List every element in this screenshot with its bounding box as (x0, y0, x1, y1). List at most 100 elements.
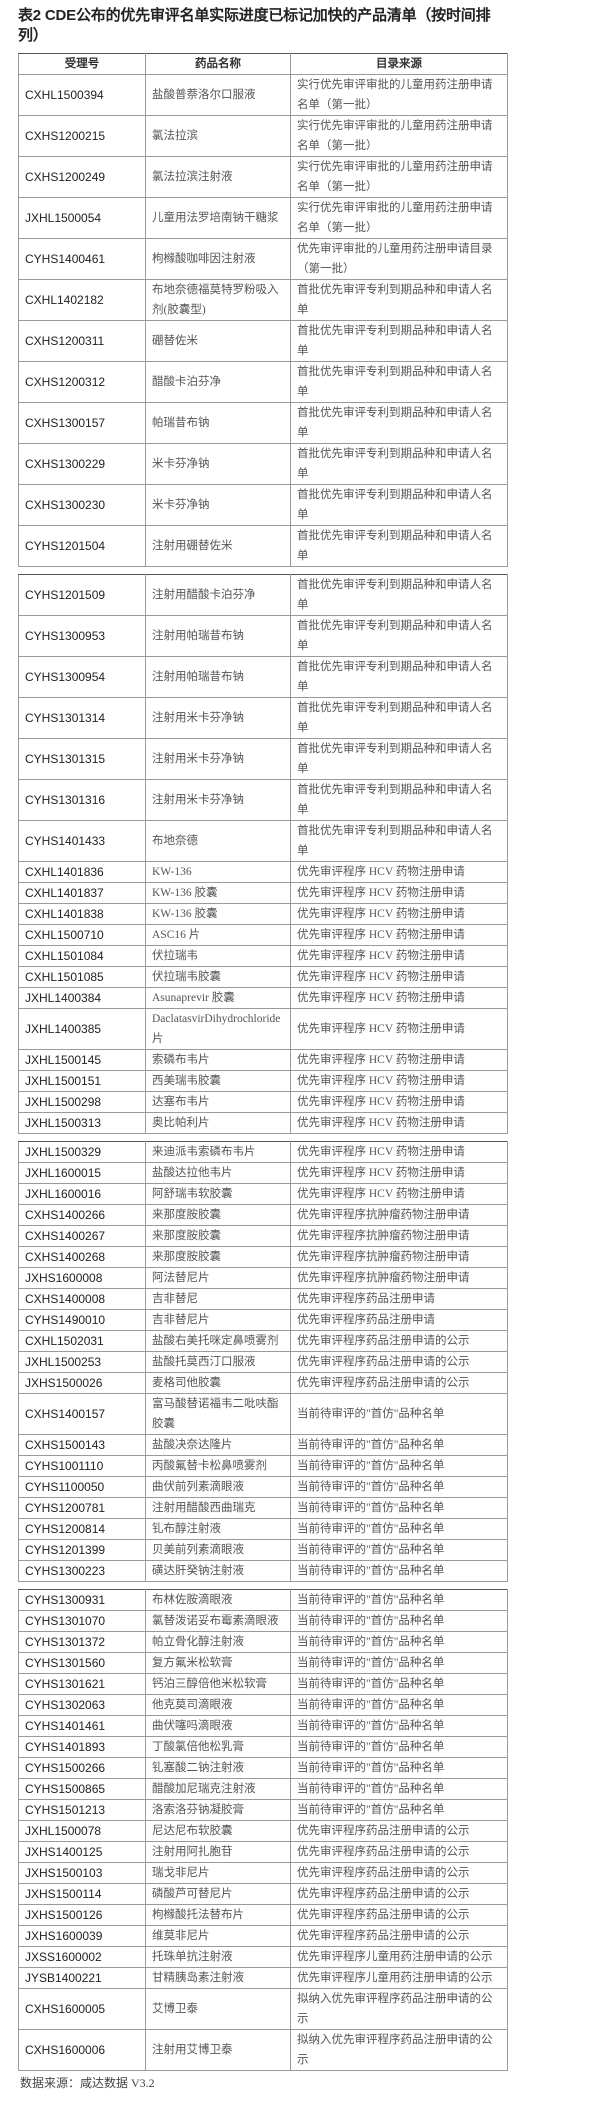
drug-name-cell: 注射用帕瑞昔布钠 (145, 656, 291, 698)
application-number-cell: CYHS1200781 (18, 1497, 146, 1519)
table-row: CYHS1302063 他克莫司滴眼液 当前待审评的"首仿"品种名单 (18, 1694, 508, 1716)
application-number-cell: CXHS1400008 (18, 1288, 146, 1310)
list-source-cell: 优先审评程序药品注册申请 (290, 1309, 508, 1331)
list-source-cell: 当前待审评的"首仿"品种名单 (290, 1393, 508, 1435)
table-row: JXHL1400385 DaclatasvirDihydrochloride 片优… (18, 1008, 508, 1050)
table-row: JXSS1600002 托珠单抗注射液 优先审评程序儿童用药注册申请的公示 (18, 1946, 508, 1968)
list-source-cell: 优先审评程序药品注册申请 (290, 1288, 508, 1310)
table-row: JXHS1600039 维莫非尼片 优先审评程序药品注册申请的公示 (18, 1925, 508, 1947)
table-row: CXHS1200215 氯法拉滨 实行优先审评审批的儿童用药注册申请名单（第一批） (18, 115, 508, 157)
drug-name-cell: 帕立骨化醇注射液 (145, 1631, 291, 1653)
list-source-cell: 优先审评程序 HCV 药物注册申请 (290, 945, 508, 967)
drug-name-cell: 来那度胺胶囊 (145, 1204, 291, 1226)
table-row: JXHS1500114 磷酸芦可替尼片 优先审评程序药品注册申请的公示 (18, 1883, 508, 1905)
application-number-cell: JXHS1500126 (18, 1904, 146, 1926)
drug-name-cell: DaclatasvirDihydrochloride 片 (145, 1008, 291, 1050)
drug-name-cell: 注射用米卡芬净钠 (145, 779, 291, 821)
table-row: CYHS1201509 注射用醋酸卡泊芬净 首批优先审评专利到期品种和申请人名单 (18, 574, 508, 616)
application-number-cell: CYHS1301372 (18, 1631, 146, 1653)
table-title: 表2 CDE公布的优先审评名单实际进度已标记加快的产品清单（按时间排列） (18, 7, 491, 44)
drug-name-cell: 复方氟米松软膏 (145, 1652, 291, 1674)
drug-name-cell: 布地奈德福莫特罗粉吸入剂(胶囊型) (145, 279, 291, 321)
list-source-cell: 首批优先审评专利到期品种和申请人名单 (290, 615, 508, 657)
list-source-cell: 首批优先审评专利到期品种和申请人名单 (290, 697, 508, 739)
list-source-cell: 优先审评程序 HCV 药物注册申请 (290, 1008, 508, 1050)
table-row: CYHS1401893 丁酸氯倍他松乳膏 当前待审评的"首仿"品种名单 (18, 1736, 508, 1758)
table-row: CYHS1490010 吉非替尼片 优先审评程序药品注册申请 (18, 1309, 508, 1331)
table-row: CYHS1300931 布林佐胺滴眼液 当前待审评的"首仿"品种名单 (18, 1589, 508, 1611)
drug-name-cell: 醋酸卡泊芬净 (145, 361, 291, 403)
table-row: JXHL1600015 盐酸达拉他韦片 优先审评程序 HCV 药物注册申请 (18, 1162, 508, 1184)
table-row: CXHS1500143 盐酸决奈达隆片 当前待审评的"首仿"品种名单 (18, 1434, 508, 1456)
application-number-cell: CXHS1600005 (18, 1988, 146, 2030)
application-number-cell: CYHS1301316 (18, 779, 146, 821)
application-number-cell: JXSS1600002 (18, 1946, 146, 1968)
application-number-cell: CYHS1500865 (18, 1778, 146, 1800)
application-number-cell: JXHL1500145 (18, 1049, 146, 1071)
table-row: CXHS1400008 吉非替尼 优先审评程序药品注册申请 (18, 1288, 508, 1310)
list-source-cell: 实行优先审评审批的儿童用药注册申请名单（第一批） (290, 156, 508, 198)
drug-name-cell: 吉非替尼 (145, 1288, 291, 1310)
application-number-cell: CXHS1300229 (18, 443, 146, 485)
drug-name-cell: 注射用米卡芬净钠 (145, 697, 291, 739)
drug-name-cell: Asunaprevir 胶囊 (145, 987, 291, 1009)
list-source-cell: 首批优先审评专利到期品种和申请人名单 (290, 656, 508, 698)
list-source-cell: 优先审评程序药品注册申请的公示 (290, 1841, 508, 1863)
drug-name-cell: 吉非替尼片 (145, 1309, 291, 1331)
table-row: JYSB1400221 甘精胰岛素注射液 优先审评程序儿童用药注册申请的公示 (18, 1967, 508, 1989)
list-source-cell: 当前待审评的"首仿"品种名单 (290, 1610, 508, 1632)
drug-name-cell: 来那度胺胶囊 (145, 1246, 291, 1268)
drug-name-cell: 注射用米卡芬净钠 (145, 738, 291, 780)
application-number-cell: CYHS1401461 (18, 1715, 146, 1737)
drug-name-cell: 盐酸普萘洛尔口服液 (145, 74, 291, 116)
table-row: CXHL1401836 KW-136 优先审评程序 HCV 药物注册申请 (18, 861, 508, 883)
table-row: CYHS1201504 注射用硼替佐米 首批优先审评专利到期品种和申请人名单 (18, 525, 508, 567)
application-number-cell: CYHS1302063 (18, 1694, 146, 1716)
table-row: JXHL1500298 达塞布韦片 优先审评程序 HCV 药物注册申请 (18, 1091, 508, 1113)
table-segment-2: CYHS1201509 注射用醋酸卡泊芬净 首批优先审评专利到期品种和申请人名单 CY… (18, 574, 508, 1134)
list-source-cell: 优先审评程序 HCV 药物注册申请 (290, 1162, 508, 1184)
application-number-cell: JYSB1400221 (18, 1967, 146, 1989)
table-row: CXHS1400266 来那度胺胶囊 优先审评程序抗肿瘤药物注册申请 (18, 1204, 508, 1226)
application-number-cell: CXHL1502031 (18, 1330, 146, 1352)
drug-name-cell: 儿童用法罗培南钠干糖浆 (145, 197, 291, 239)
application-number-cell: JXHL1500151 (18, 1070, 146, 1092)
drug-name-cell: 枸橼酸托法替布片 (145, 1904, 291, 1926)
drug-name-cell: 瑞戈非尼片 (145, 1862, 291, 1884)
application-number-cell: CXHS1200311 (18, 320, 146, 362)
drug-name-cell: 曲伏前列素滴眼液 (145, 1476, 291, 1498)
table-segment-3: JXHL1500329 来迪派韦索磷布韦片 优先审评程序 HCV 药物注册申请 JXH… (18, 1141, 508, 1582)
list-source-cell: 首批优先审评专利到期品种和申请人名单 (290, 443, 508, 485)
list-source-cell: 优先审评程序 HCV 药物注册申请 (290, 1183, 508, 1205)
table-row: JXHL1400384 Asunaprevir 胶囊 优先审评程序 HCV 药物注册… (18, 987, 508, 1009)
table-row: CXHS1200312 醋酸卡泊芬净 首批优先审评专利到期品种和申请人名单 (18, 361, 508, 403)
header-list-source: 目录来源 (290, 53, 508, 75)
application-number-cell: CYHS1301315 (18, 738, 146, 780)
header-row: 受理号 药品名称 目录来源 (18, 53, 508, 75)
application-number-cell: CXHL1501084 (18, 945, 146, 967)
drug-name-cell: 氯替泼诺妥布霉素滴眼液 (145, 1610, 291, 1632)
application-number-cell: CYHS1301621 (18, 1673, 146, 1695)
drug-name-cell: 米卡芬净钠 (145, 484, 291, 526)
drug-name-cell: 来那度胺胶囊 (145, 1225, 291, 1247)
application-number-cell: JXHL1500253 (18, 1351, 146, 1373)
table-row: CXHL1502031 盐酸右美托咪定鼻喷雾剂 优先审评程序药品注册申请的公示 (18, 1330, 508, 1352)
application-number-cell: CXHL1401838 (18, 903, 146, 925)
list-source-cell: 首批优先审评专利到期品种和申请人名单 (290, 361, 508, 403)
table-row: CXHS1300229 米卡芬净钠 首批优先审评专利到期品种和申请人名单 (18, 443, 508, 485)
application-number-cell: CXHL1402182 (18, 279, 146, 321)
application-number-cell: CYHS1300223 (18, 1560, 146, 1582)
list-source-cell: 优先审评程序 HCV 药物注册申请 (290, 987, 508, 1009)
document: 表2 CDE公布的优先审评名单实际进度已标记加快的产品清单（按时间排列） 受理号… (18, 7, 508, 2090)
drug-name-cell: 富马酸替诺福韦二吡呋酯胶囊 (145, 1393, 291, 1435)
table-row: CYHS1501213 洛索洛芬钠凝胶膏 当前待审评的"首仿"品种名单 (18, 1799, 508, 1821)
application-number-cell: JXHL1500078 (18, 1820, 146, 1842)
list-source-cell: 优先审评程序药品注册申请的公示 (290, 1330, 508, 1352)
application-number-cell: CXHS1200312 (18, 361, 146, 403)
list-source-cell: 优先审评程序药品注册申请的公示 (290, 1820, 508, 1842)
application-number-cell: CYHS1490010 (18, 1309, 146, 1331)
drug-name-cell: 注射用硼替佐米 (145, 525, 291, 567)
application-number-cell: CYHS1201504 (18, 525, 146, 567)
table-row: CXHL1402182 布地奈德福莫特罗粉吸入剂(胶囊型) 首批优先审评专利到期品种… (18, 279, 508, 321)
application-number-cell: CYHS1401893 (18, 1736, 146, 1758)
